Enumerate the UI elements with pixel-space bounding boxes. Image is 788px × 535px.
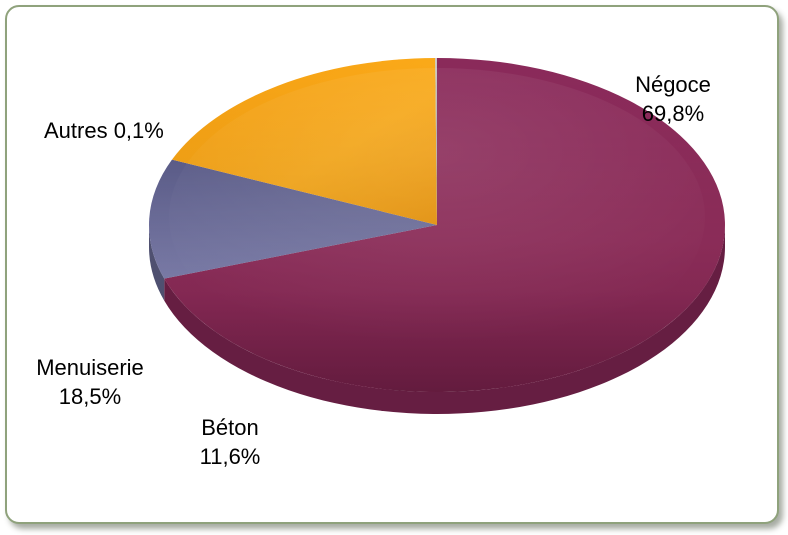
pie-slices — [149, 58, 725, 414]
pie-highlight — [169, 68, 705, 366]
pie-labels: Négoce 69,8% Autres 0,1% Menuiserie 18,5… — [36, 72, 711, 469]
label-beton-value: 11,6% — [200, 444, 261, 469]
label-beton-name: Béton — [201, 415, 259, 440]
label-negoce-name: Négoce — [635, 72, 711, 97]
label-negoce-value: 69,8% — [642, 101, 704, 126]
pie-side-beton — [149, 225, 165, 301]
label-autres: Autres 0,1% — [44, 118, 164, 143]
label-menuiserie-name: Menuiserie — [36, 355, 144, 380]
chart-frame: Négoce 69,8% Autres 0,1% Menuiserie 18,5… — [5, 5, 779, 524]
pie-chart: Négoce 69,8% Autres 0,1% Menuiserie 18,5… — [36, 58, 725, 469]
label-menuiserie-value: 18,5% — [59, 384, 121, 409]
